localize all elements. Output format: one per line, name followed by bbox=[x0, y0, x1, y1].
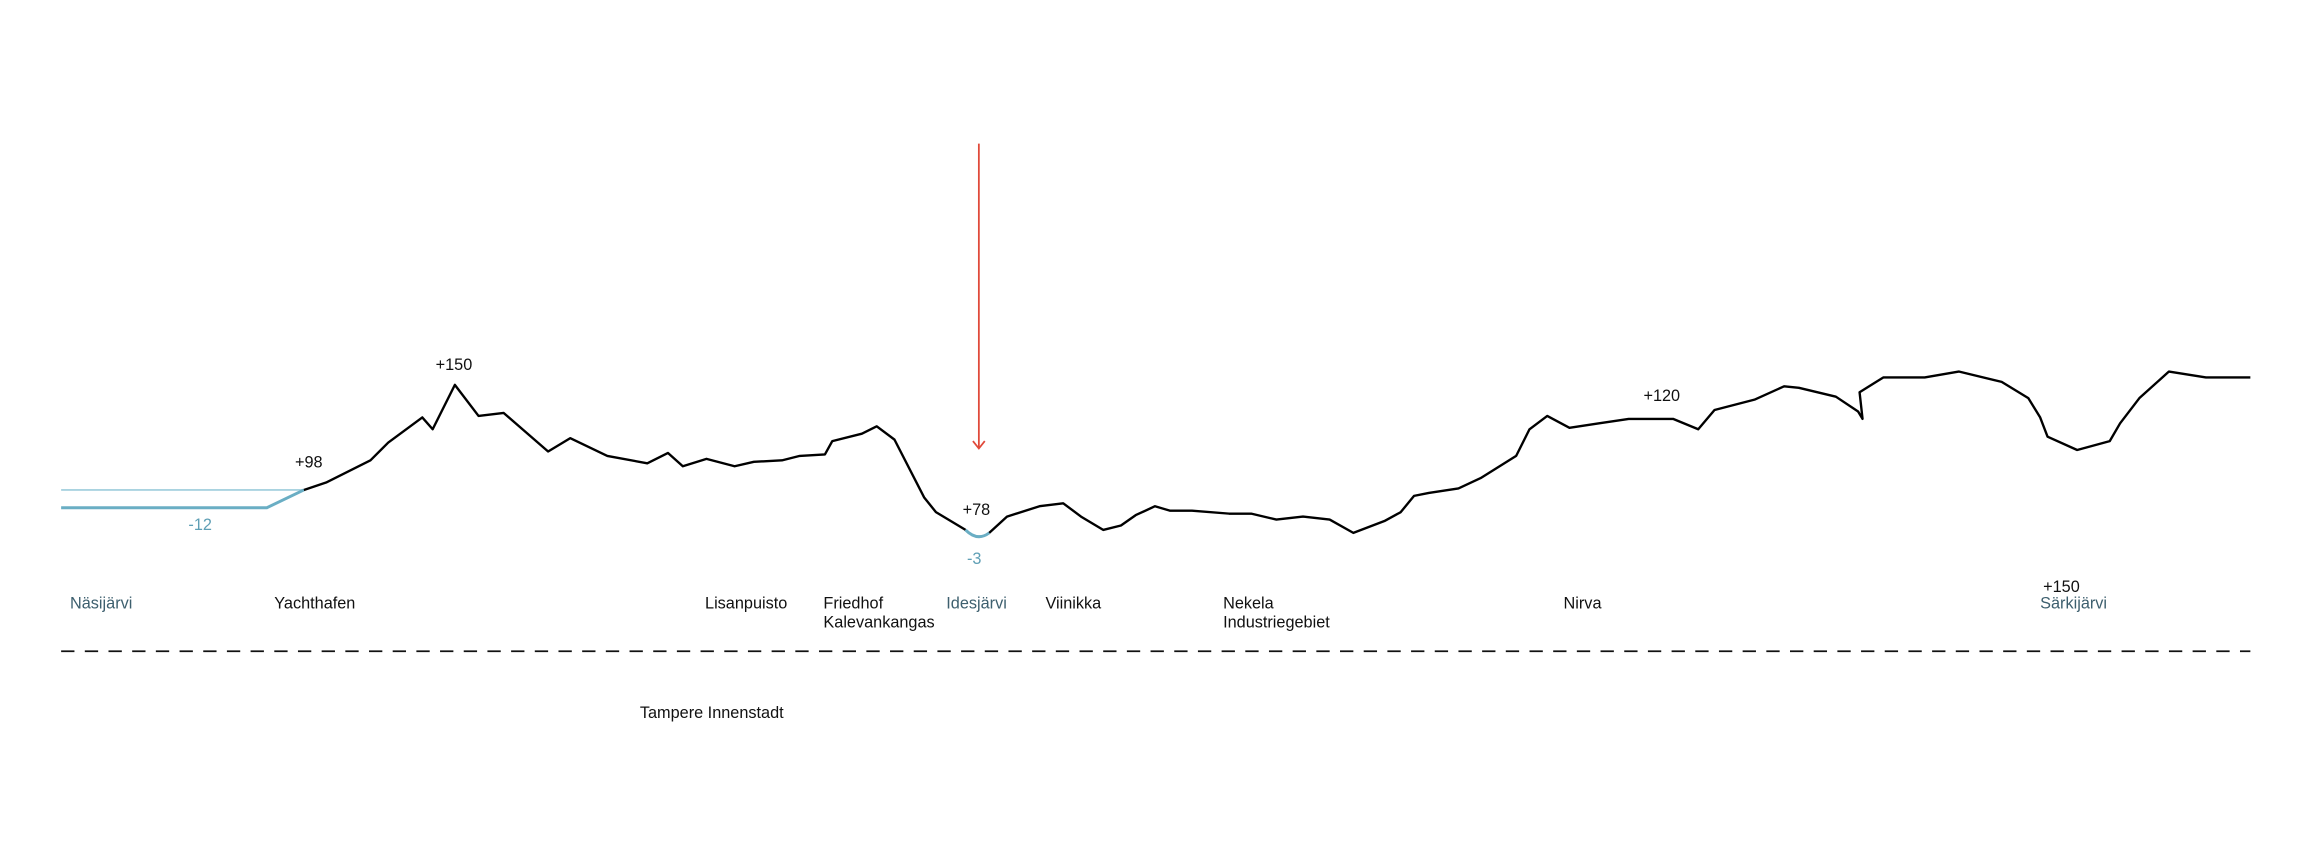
place-label: Näsijärvi bbox=[70, 594, 132, 612]
place-label: Kalevankangas bbox=[823, 614, 934, 632]
elevation-label: -3 bbox=[967, 550, 981, 568]
place-label: Industriegebiet bbox=[1223, 614, 1330, 632]
lake-bed bbox=[61, 488, 305, 510]
elevation-label: +150 bbox=[2043, 578, 2080, 596]
terrain-line bbox=[303, 383, 967, 531]
terrain-line bbox=[988, 370, 2251, 535]
place-label: Nekela bbox=[1223, 594, 1275, 612]
elevation-label: +120 bbox=[1643, 387, 1680, 405]
place-label: Lisanpuisto bbox=[705, 594, 787, 612]
elevation-label: +150 bbox=[436, 356, 473, 374]
place-label: Särkijärvi bbox=[2040, 594, 2107, 612]
place-label: Yachthafen bbox=[274, 594, 355, 612]
pond bbox=[964, 528, 991, 539]
place-label: Nirva bbox=[1564, 594, 1603, 612]
place-label: Viinikka bbox=[1045, 594, 1102, 612]
elevation-label: +98 bbox=[295, 454, 323, 472]
elevation-label: +78 bbox=[963, 501, 991, 519]
elevation-label: -12 bbox=[188, 516, 212, 534]
district-label: Tampere Innenstadt bbox=[640, 704, 784, 722]
place-label: Friedhof bbox=[823, 594, 883, 612]
place-label: Idesjärvi bbox=[946, 594, 1007, 612]
marker-arrow-head bbox=[972, 440, 986, 450]
